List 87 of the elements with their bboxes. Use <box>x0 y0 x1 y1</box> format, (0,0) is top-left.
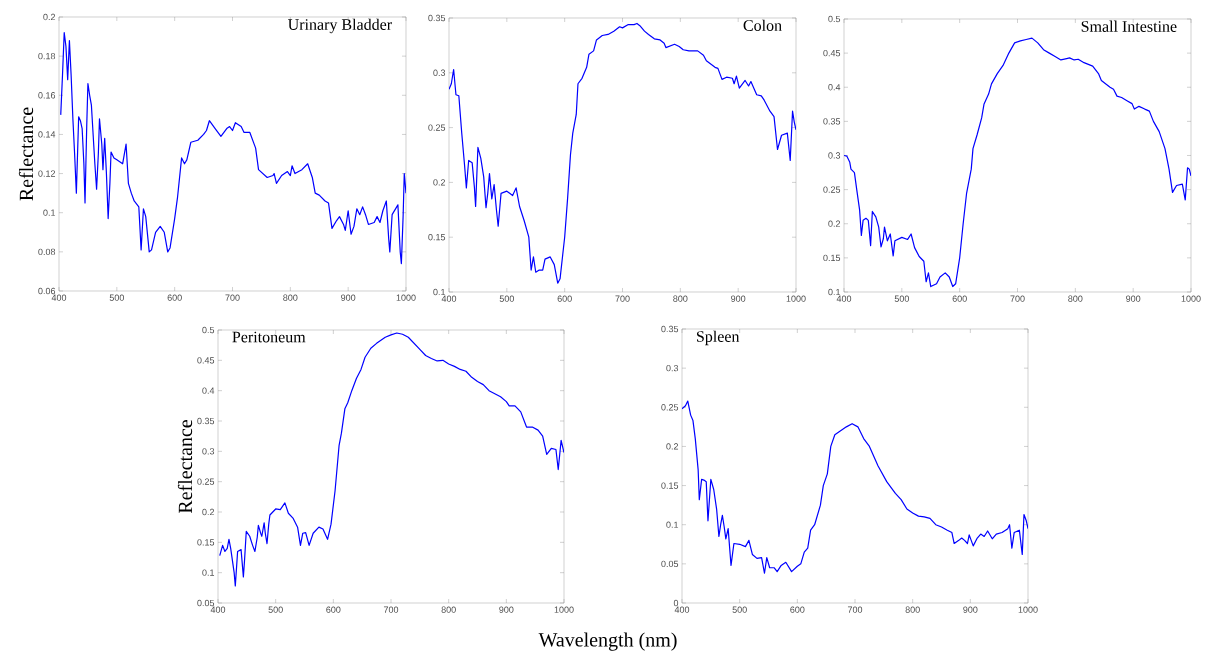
y-tick-label: 0.3 <box>433 69 446 76</box>
x-tick-label: 900 <box>963 606 978 613</box>
y-tick-label: 0.15 <box>661 482 679 489</box>
y-axis-title: Reflectance <box>18 107 34 201</box>
y-tick-label: 0.3 <box>828 152 841 159</box>
x-tick-label: 1000 <box>396 294 416 301</box>
y-tick-label: 0.25 <box>197 478 215 485</box>
y-tick-label: 0.1 <box>666 521 679 528</box>
y-tick-label: 0.35 <box>661 325 679 333</box>
chart-title: Small Intestine <box>1081 20 1177 32</box>
line-series <box>844 37 1192 288</box>
y-tick-label: 0.25 <box>823 186 841 193</box>
y-tick-label: 0 <box>673 599 679 607</box>
x-tick-label: 600 <box>557 295 572 302</box>
x-tick-label: 700 <box>383 606 399 613</box>
y-tick-label: 0.1 <box>43 209 56 216</box>
x-tick-label: 800 <box>673 295 688 302</box>
y-tick-label: 0.2 <box>433 179 446 186</box>
chart-title: Colon <box>743 19 782 31</box>
y-tick-label: 0.3 <box>202 448 215 455</box>
x-tick-label: 400 <box>441 295 457 302</box>
x-tick-label: 600 <box>326 606 341 613</box>
y-tick-label: 0.15 <box>197 539 215 546</box>
x-tick-label: 1000 <box>554 606 574 613</box>
x-tick-label: 1000 <box>1181 295 1201 302</box>
x-axis-title: Wavelength (nm) <box>538 632 677 651</box>
y-tick-label: 0.5 <box>828 15 841 23</box>
y-tick-label: 0.3 <box>666 364 679 372</box>
y-tick-label: 0.16 <box>38 92 56 99</box>
y-tick-label: 0.08 <box>38 248 56 256</box>
x-tick-label: 600 <box>952 295 967 302</box>
y-tick-label: 0.45 <box>823 49 841 57</box>
chart-title: Peritoneum <box>232 331 306 343</box>
x-tick-label: 1000 <box>1018 606 1038 613</box>
line-series <box>60 32 406 265</box>
y-tick-label: 0.5 <box>202 326 215 334</box>
x-tick-label: 900 <box>731 295 746 302</box>
x-tick-label: 800 <box>283 294 298 301</box>
y-tick-label: 0.25 <box>428 124 446 131</box>
x-tick-label: 700 <box>847 606 863 613</box>
y-tick-label: 0.15 <box>428 234 446 241</box>
y-tick-label: 0.2 <box>666 443 679 450</box>
y-tick-label: 0.05 <box>197 599 215 607</box>
y-tick-label: 0.15 <box>823 254 841 262</box>
y-tick-label: 0.2 <box>828 220 841 227</box>
y-tick-label: 0.45 <box>197 357 215 364</box>
y-tick-label: 0.14 <box>38 131 56 138</box>
y-tick-label: 0.35 <box>197 417 215 425</box>
x-tick-label: 400 <box>210 606 226 613</box>
x-tick-label: 700 <box>225 294 240 301</box>
x-tick-label: 500 <box>109 294 124 301</box>
x-tick-label: 700 <box>615 295 630 302</box>
line-series <box>682 400 1029 574</box>
chart-title: Spleen <box>696 330 740 346</box>
y-tick-label: 0.2 <box>43 13 56 21</box>
y-tick-label: 0.2 <box>202 508 215 516</box>
x-tick-label: 700 <box>1010 295 1025 302</box>
y-tick-label: 0.4 <box>202 387 215 394</box>
x-tick-label: 400 <box>836 295 852 302</box>
x-tick-label: 800 <box>441 606 456 613</box>
y-tick-label: 0.4 <box>828 84 841 91</box>
x-tick-label: 900 <box>1126 295 1141 302</box>
y-tick-label: 0.35 <box>823 118 841 125</box>
y-tick-label: 0.1 <box>202 569 215 576</box>
y-tick-label: 0.25 <box>661 404 679 411</box>
y-tick-label: 0.1 <box>828 288 841 296</box>
y-tick-label: 0.1 <box>433 288 446 296</box>
x-tick-label: 400 <box>51 294 67 301</box>
x-tick-label: 1000 <box>786 295 806 302</box>
y-tick-label: 0.35 <box>428 14 446 22</box>
x-tick-label: 800 <box>1068 295 1083 302</box>
x-tick-label: 500 <box>268 606 283 613</box>
x-tick-label: 500 <box>499 295 514 302</box>
y-tick-label: 0.06 <box>38 287 56 295</box>
x-tick-label: 600 <box>790 606 805 613</box>
y-tick-label: 0.05 <box>661 560 679 568</box>
x-tick-label: 900 <box>499 606 514 613</box>
chart-title: Urinary Bladder <box>288 18 392 34</box>
x-tick-label: 400 <box>674 606 690 613</box>
x-tick-label: 900 <box>341 294 356 301</box>
y-tick-label: 0.18 <box>38 52 56 60</box>
y-tick-label: 0.12 <box>38 170 56 177</box>
x-tick-label: 500 <box>732 606 747 613</box>
x-tick-label: 500 <box>894 295 909 302</box>
y-axis-title: Reflectance <box>177 419 193 514</box>
x-tick-label: 800 <box>905 606 920 613</box>
x-tick-label: 600 <box>167 294 182 301</box>
